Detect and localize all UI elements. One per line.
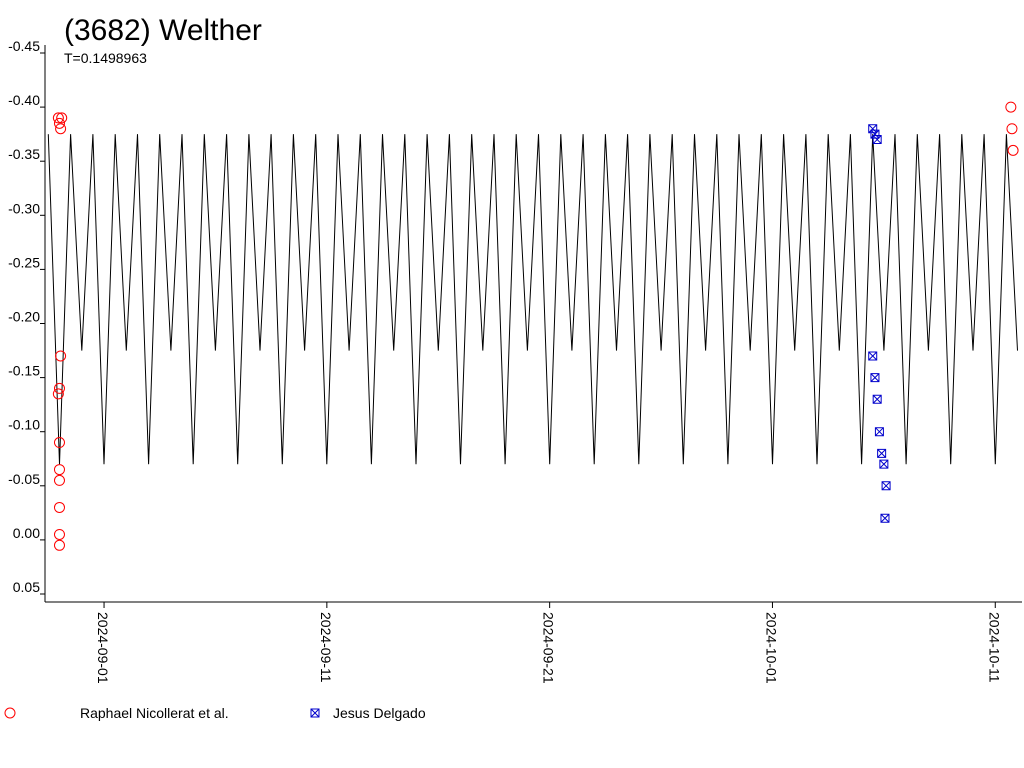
legend-label: Raphael Nicollerat et al. <box>80 705 229 721</box>
data-point <box>52 388 64 400</box>
y-tick-label: -0.15 <box>8 363 40 379</box>
data-point <box>872 135 882 145</box>
data-point <box>1007 144 1019 156</box>
y-tick-label: -0.10 <box>8 417 40 433</box>
x-tick-label: 2024-09-01 <box>95 612 111 684</box>
data-point <box>53 382 65 394</box>
data-point <box>53 437 65 449</box>
x-tick-label: 2024-09-11 <box>318 612 334 683</box>
x-tick-label: 2024-10-11 <box>986 612 1002 683</box>
data-point <box>53 464 65 476</box>
y-tick-label: -0.45 <box>8 38 40 54</box>
y-tick-label: -0.05 <box>8 471 40 487</box>
data-point <box>53 539 65 551</box>
y-tick-label: 0.00 <box>13 525 40 541</box>
y-tick-label: -0.35 <box>8 146 40 162</box>
data-point <box>874 427 884 437</box>
chart-title: (3682) Welther <box>64 14 262 47</box>
data-point <box>1005 101 1017 113</box>
data-point <box>881 481 891 491</box>
data-point <box>53 474 65 486</box>
data-point <box>1006 123 1018 135</box>
data-point <box>880 513 890 523</box>
legend-label: Jesus Delgado <box>333 705 426 721</box>
data-point <box>877 448 887 458</box>
y-tick-label: -0.20 <box>8 309 40 325</box>
data-point <box>53 117 65 129</box>
data-point <box>52 112 64 124</box>
data-point <box>55 123 67 135</box>
data-point <box>56 112 68 124</box>
x-tick-label: 2024-09-21 <box>541 612 557 684</box>
data-point <box>55 350 67 362</box>
data-point <box>879 459 889 469</box>
chart-subtitle: T=0.1498963 <box>64 50 147 66</box>
model-curve <box>47 134 1018 465</box>
y-tick-label: 0.05 <box>13 579 40 595</box>
data-point <box>53 501 65 513</box>
x-tick-label: 2024-10-01 <box>763 612 779 684</box>
legend-symbol <box>310 708 320 718</box>
data-point <box>872 394 882 404</box>
y-tick-label: -0.30 <box>8 200 40 216</box>
legend-symbol <box>4 707 16 719</box>
y-tick-label: -0.40 <box>8 92 40 108</box>
data-point <box>868 351 878 361</box>
data-point <box>53 528 65 540</box>
data-point <box>870 373 880 383</box>
y-tick-label: -0.25 <box>8 254 40 270</box>
